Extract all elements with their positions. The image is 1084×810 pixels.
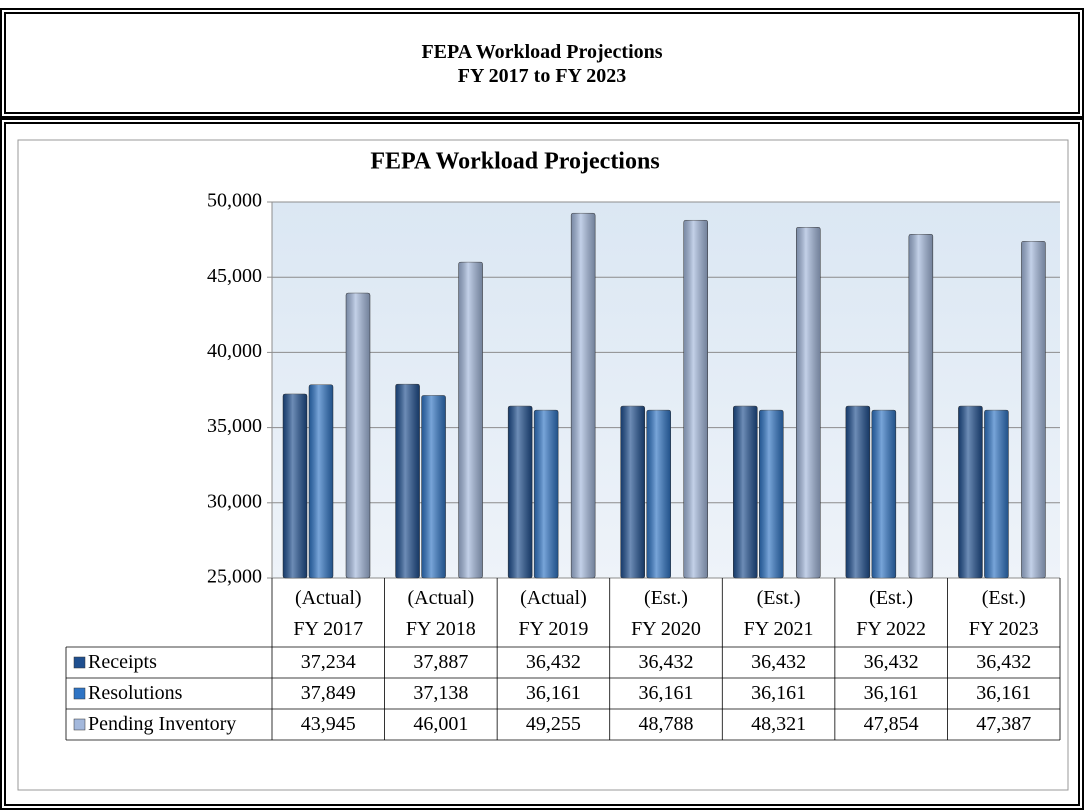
bar-shade [346,293,370,578]
value-label: 36,161 [638,682,694,704]
category-label: (Actual) FY 2018 [405,587,476,640]
value-label: 46,001 [413,713,469,735]
value-label: 36,432 [751,651,807,673]
value-label: 36,432 [976,651,1032,673]
value-label: 36,432 [525,651,581,673]
value-label: 47,387 [976,713,1032,735]
bar-shade [646,410,671,578]
bar-shade [395,384,420,578]
value-label: 37,138 [413,682,469,704]
y-tick-label: 30,000 [207,490,262,512]
bar-shade [759,410,784,578]
bar-shade [1021,241,1046,579]
category-label: (Actual) FY 2019 [518,587,589,640]
y-tick-label: 45,000 [207,265,262,287]
category-label: (Est.) FY 2023 [968,587,1039,640]
header-title: FEPA Workload Projections [421,41,663,63]
value-label: 49,255 [525,713,581,735]
legend-label: Pending Inventory [88,713,237,735]
category-label: (Est.) FY 2020 [631,587,701,640]
value-label: 36,432 [863,651,919,673]
chart-frame [0,118,1084,810]
category-label: (Est.) FY 2022 [856,587,927,640]
bar-shade [733,406,758,578]
legend-marker [73,718,86,731]
value-label: 36,161 [863,682,919,704]
bar-shade [421,395,446,578]
bar-shade [571,213,596,578]
bar-shade [458,262,483,578]
legend-marker [73,656,86,669]
bar-shade [534,410,559,578]
legend-marker [73,687,86,700]
legend-label: Resolutions [88,682,183,704]
value-label: 37,887 [413,651,469,673]
value-label: 43,945 [300,713,356,735]
legend-label: Receipts [88,651,157,673]
bar-shade [683,220,708,578]
chart-title: FEPA Workload Projections [370,149,659,175]
bar-shade [845,406,870,578]
bar-shade [508,406,533,578]
value-label: 48,788 [638,713,694,735]
bar-shade [796,227,821,578]
value-label: 36,432 [638,651,694,673]
value-label: 36,161 [976,682,1032,704]
bar-shade [958,406,983,578]
value-label: 36,161 [525,682,581,704]
bar-shade [871,410,896,578]
value-label: 37,849 [300,682,356,704]
bar-shade [283,394,307,578]
bar-shade [984,410,1009,578]
y-tick-label: 40,000 [207,340,262,362]
y-tick-label: 25,000 [207,566,262,588]
value-label: 37,234 [300,651,356,673]
header-subtitle: FY 2017 to FY 2023 [457,65,627,87]
bar-shade [309,384,333,578]
value-label: 47,854 [863,713,919,735]
bar-shade [620,406,645,578]
bar-shade [908,234,933,579]
y-tick-label: 50,000 [207,190,262,212]
header: FEPA Workload Projections FY 2017 to FY … [0,8,1084,118]
category-label: (Actual) FY 2017 [293,587,364,640]
category-label: (Est.) FY 2021 [743,587,814,640]
value-label: 36,161 [751,682,807,704]
value-label: 48,321 [751,713,807,735]
y-tick-label: 35,000 [207,415,262,437]
